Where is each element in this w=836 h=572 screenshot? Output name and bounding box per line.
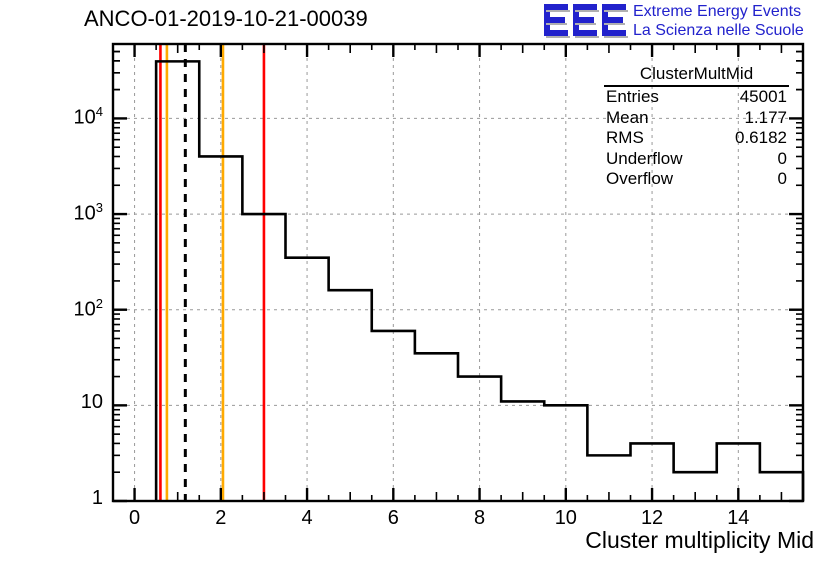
stats-rows: Entries 45001 Mean 1.177 RMS 0.6182 Underflow 0… <box>604 87 789 190</box>
stats-row-key: Underflow <box>606 148 683 168</box>
stats-row-value: 0 <box>777 169 787 188</box>
stats-box: ClusterMultMid Entries 45001 Mean 1.177 RMS 0… <box>604 64 789 190</box>
stats-row-value: 45001 <box>739 87 787 106</box>
stats-row: Entries 45001 <box>604 87 789 108</box>
stats-row: Mean 1.177 <box>604 108 789 129</box>
stats-row-key: Mean <box>606 107 649 127</box>
eee-logo-line1: Extreme Energy Events <box>633 3 802 20</box>
eee-logo-text: Extreme Energy Events La Scienza nelle S… <box>633 2 804 40</box>
axis-ticks-layer <box>113 43 803 503</box>
eee-logo-mark <box>544 4 628 38</box>
x-tick-label: 10 <box>554 507 577 529</box>
stats-row: Overflow 0 <box>604 169 789 190</box>
y-tick-label: 10 <box>80 391 103 414</box>
y-tick-label: 104 <box>73 104 103 130</box>
stats-row-value: 0.6182 <box>735 128 787 147</box>
x-tick-label: 12 <box>640 507 664 529</box>
y-tick-label: 1 <box>91 487 103 509</box>
eee-logo: Extreme Energy Events La Scienza nelle S… <box>543 2 833 42</box>
y-tick-label: 102 <box>73 295 103 321</box>
y-tick-label: 103 <box>73 200 103 225</box>
x-tick-label: 14 <box>727 507 750 529</box>
eee-logo-line2: La Scienza nelle Scuole <box>633 22 804 39</box>
x-axis-title: Cluster multiplicity Mid <box>585 527 814 553</box>
page-title: ANCO-01-2019-10-21-00039 <box>84 6 368 31</box>
stats-row-value: 0 <box>777 148 787 168</box>
x-tick-label: 0 <box>129 507 141 529</box>
x-tick-label: 2 <box>215 507 227 529</box>
x-tick-label: 8 <box>474 507 486 529</box>
marker-lines-layer <box>159 44 266 501</box>
x-tick-label: 6 <box>387 507 399 529</box>
stats-row-key: Entries <box>606 87 659 106</box>
histogram-outline <box>154 60 805 501</box>
stats-row-value: 1.177 <box>744 107 787 127</box>
stats-row: RMS 0.6182 <box>604 128 789 149</box>
stats-row: Underflow 0 <box>604 149 789 170</box>
stats-row-key: Overflow <box>606 169 674 188</box>
histogram-curve-layer <box>154 60 805 501</box>
x-tick-label: 4 <box>301 507 313 529</box>
stats-row-key: RMS <box>606 128 644 147</box>
stats-box-title: ClusterMultMid <box>604 64 789 87</box>
